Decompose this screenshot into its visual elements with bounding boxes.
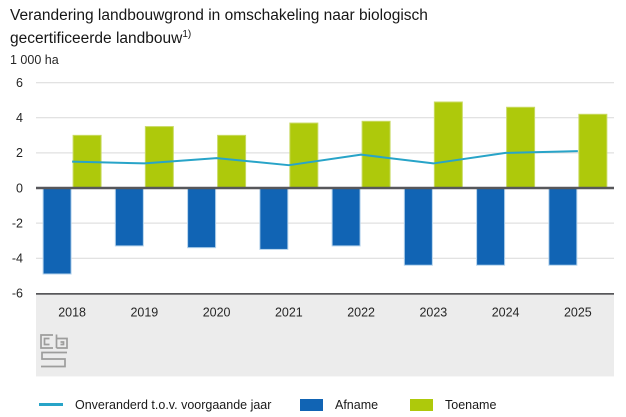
bar-afname-2023	[403, 187, 433, 266]
legend-label-toename: Toename	[445, 397, 497, 412]
x-tick-label: 2024	[492, 306, 520, 320]
y-axis-unit-label: 1 000 ha	[10, 53, 59, 67]
bar-toename-2020	[217, 134, 247, 189]
bar-toename-2025	[578, 113, 608, 189]
bar-toename-2021	[289, 122, 319, 189]
bar-afname-2020	[187, 187, 217, 249]
y-tick-label: -6	[12, 287, 23, 301]
legend-item-onveranderd: Onveranderd t.o.v. voorgaande jaar	[39, 396, 271, 413]
y-tick-label: -4	[12, 252, 23, 266]
x-tick-label: 2023	[419, 306, 447, 320]
bar-toename-2024	[506, 106, 536, 189]
x-tick-label: 2021	[275, 306, 303, 320]
cbs-logo-stroke	[40, 334, 53, 349]
legend-label-afname: Afname	[335, 397, 379, 412]
bar-afname-2021	[259, 187, 289, 250]
legend-label-onveranderd: Onveranderd t.o.v. voorgaande jaar	[75, 397, 272, 412]
y-tick-label: 2	[16, 146, 23, 160]
line-series-onveranderd	[72, 150, 578, 167]
y-tick-label: 6	[16, 76, 23, 90]
legend-toename-swatch	[410, 398, 433, 411]
cbs-logo-stroke	[41, 351, 67, 368]
x-tick-label: 2020	[203, 306, 231, 320]
y-tick-label: 4	[16, 111, 23, 125]
bar-afname-2025	[548, 187, 578, 266]
cbs-logo-stroke	[60, 341, 65, 346]
cbs-logo-stroke	[56, 337, 68, 349]
x-tick-label: 2022	[347, 306, 375, 320]
chart-title: Verandering landbouwgrond in omschakelin…	[10, 5, 610, 50]
bar-afname-2018	[42, 187, 72, 275]
footnote-marker: 1)	[182, 28, 192, 40]
cbs-logo-stroke	[43, 337, 50, 346]
bar-afname-2024	[476, 187, 506, 266]
legend-afname-swatch	[300, 398, 323, 411]
chart-title-line1: Verandering landbouwgrond in omschakelin…	[10, 7, 428, 24]
x-tick-label: 2025	[564, 306, 592, 320]
legend-line-swatch	[39, 403, 63, 406]
bar-toename-2023	[433, 101, 463, 189]
x-axis-band	[36, 294, 614, 377]
x-tick-label: 2018	[58, 306, 86, 320]
legend-item-afname: Afname	[300, 396, 378, 413]
legend-item-toename: Toename	[410, 396, 496, 413]
chart-title-line2: gecertificeerde landbouw1)	[10, 28, 192, 47]
cbs-logo	[40, 334, 68, 368]
y-tick-label: -2	[12, 216, 23, 230]
bar-toename-2019	[144, 126, 174, 189]
bar-afname-2019	[114, 187, 144, 247]
x-tick-label: 2019	[130, 306, 158, 320]
y-tick-label: 0	[16, 181, 23, 195]
bar-afname-2022	[331, 187, 361, 247]
